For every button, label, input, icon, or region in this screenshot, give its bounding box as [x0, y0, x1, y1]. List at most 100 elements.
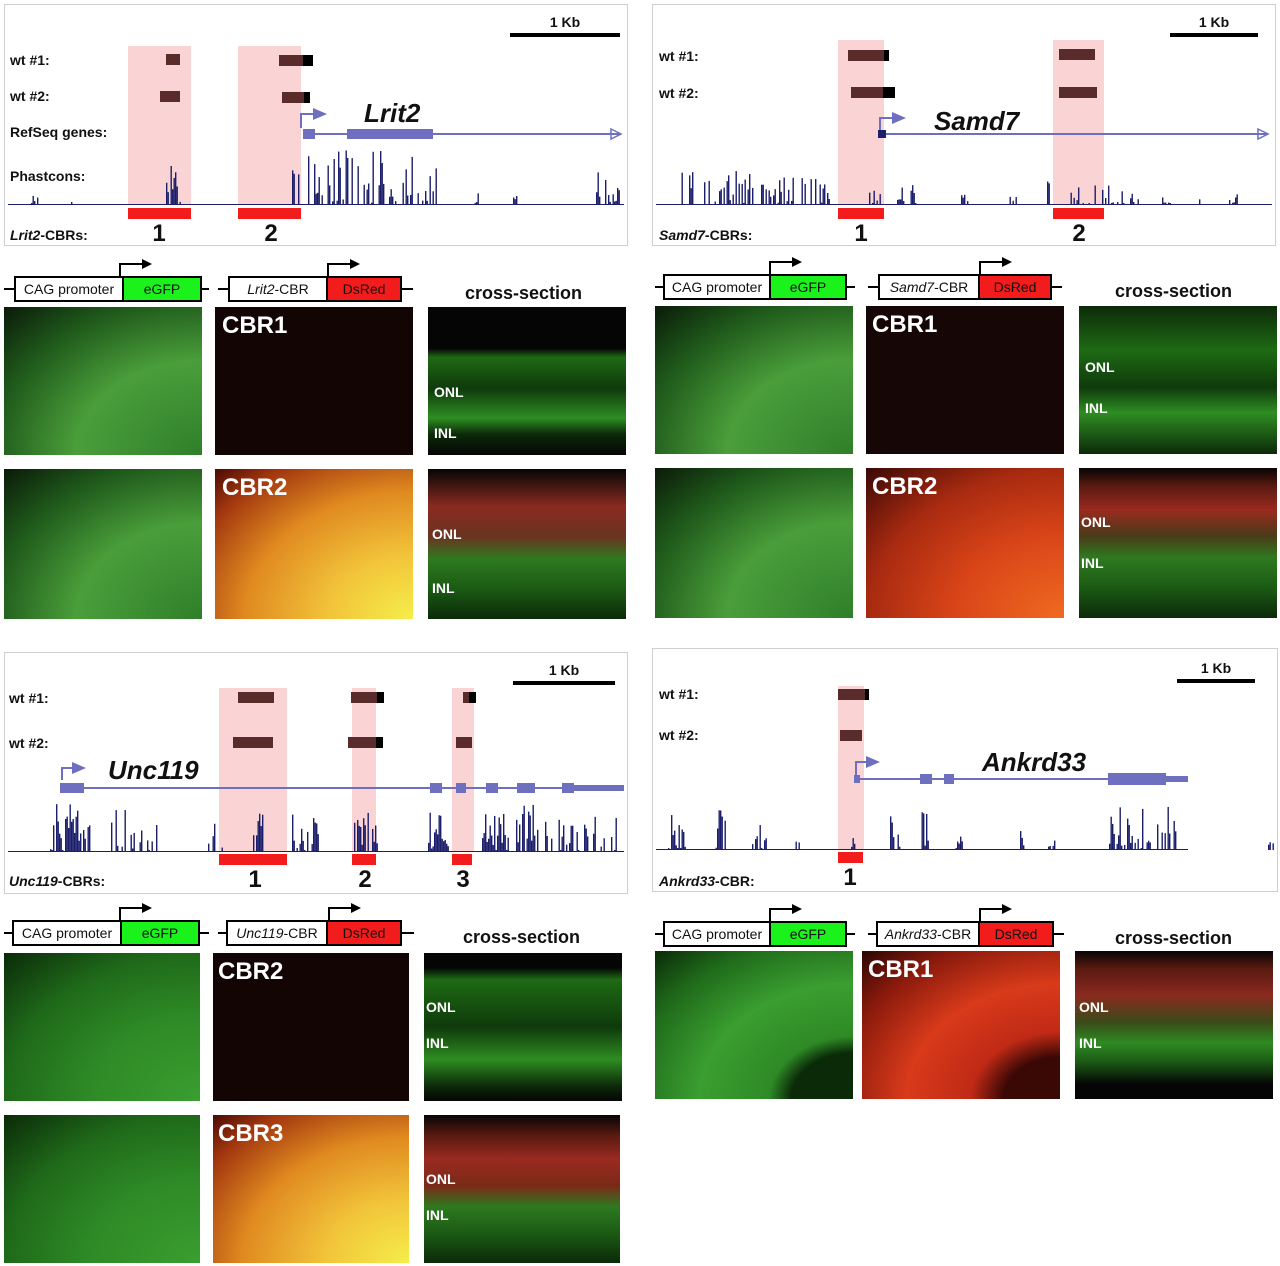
- promoter-arrow-icon: [327, 259, 360, 276]
- conservation-spike: [1233, 202, 1235, 205]
- conservation-spike: [719, 191, 721, 205]
- promoter-arrow-icon: [119, 903, 152, 920]
- cross-section-image: [428, 307, 626, 455]
- conservation-spike: [689, 175, 691, 205]
- conservation-spike: [792, 177, 794, 205]
- conservation-spike: [71, 821, 73, 852]
- cbr-image-label: CBR1: [222, 312, 288, 339]
- wt1-label: wt #1:: [10, 52, 50, 68]
- conservation-spike: [372, 151, 374, 205]
- conservation-spike: [440, 815, 442, 852]
- construct-cbr-dsred: Ankrd33-CBR DsRed: [868, 921, 1064, 947]
- conservation-spike: [333, 159, 335, 205]
- wt2-label: wt #2:: [10, 88, 50, 104]
- conservation-spike: [336, 200, 338, 205]
- conservation-spike: [172, 189, 174, 205]
- cbr-bar: [838, 852, 863, 863]
- conservation-spike: [429, 812, 431, 852]
- conservation-spike: [1236, 194, 1238, 205]
- conservation-spike: [1128, 825, 1130, 850]
- highlight-region: [1053, 40, 1104, 204]
- cbr-number: 1: [248, 866, 262, 893]
- promoter-arrow-icon: [119, 259, 152, 276]
- inl-label: INL: [1085, 400, 1108, 416]
- conservation-spike: [292, 170, 294, 205]
- conservation-spike: [296, 848, 298, 852]
- conservation-spike: [821, 202, 823, 205]
- conservation-spike: [476, 202, 478, 205]
- conservation-spike: [376, 843, 378, 852]
- conservation-spike: [1175, 831, 1177, 850]
- conservation-spike: [69, 804, 71, 852]
- egfp-box: eGFP: [120, 920, 200, 946]
- cbr-bar: [1053, 208, 1104, 219]
- conservation-spike: [1146, 842, 1148, 850]
- conservation-spike: [674, 830, 676, 850]
- conservation-spike: [257, 821, 259, 852]
- conservation-track-c: [681, 171, 1238, 205]
- conservation-spike: [728, 175, 730, 205]
- track-box-c: [652, 4, 1276, 246]
- dsred-whole-mount-image: [866, 468, 1064, 618]
- phastcons-label: Phastcons:: [10, 168, 86, 184]
- conservation-spike: [1169, 833, 1171, 850]
- conservation-spike: [392, 196, 394, 205]
- scale-bar-d: [1177, 679, 1255, 683]
- conservation-spike: [77, 810, 79, 852]
- conservation-spike: [1023, 845, 1025, 850]
- cbr-number: 2: [264, 220, 278, 247]
- conservation-spike: [597, 172, 599, 205]
- conservation-spike: [815, 179, 817, 205]
- conservation-spike: [1134, 842, 1136, 850]
- conservation-spike: [1049, 845, 1051, 850]
- highlight-region: [128, 46, 191, 204]
- dsred-box: DsRed: [978, 274, 1052, 300]
- conservation-spike: [367, 812, 369, 852]
- conservation-spike: [32, 195, 34, 205]
- conservation-spike: [961, 841, 963, 850]
- conservation-spike: [901, 187, 903, 205]
- conservation-spike: [900, 199, 902, 205]
- conservation-spike: [316, 823, 318, 852]
- conservation-spike: [584, 824, 586, 852]
- conservation-spike: [545, 821, 547, 852]
- conservation-spike: [1021, 837, 1023, 850]
- conservation-spike: [347, 157, 349, 205]
- conservation-spike: [117, 845, 119, 852]
- conservation-spike: [593, 833, 595, 852]
- conservation-spike: [1112, 202, 1114, 205]
- conservation-spike: [179, 201, 181, 205]
- cbr-box: Lrit2-CBR: [228, 276, 328, 302]
- conservation-spike: [1112, 823, 1114, 850]
- conservation-spike: [1137, 199, 1139, 205]
- conservation-spike: [891, 822, 893, 850]
- conservation-spike: [483, 832, 485, 852]
- conservation-spike: [1137, 838, 1139, 850]
- conservation-spike: [317, 192, 319, 205]
- conservation-spike: [786, 201, 788, 205]
- conservation-spike: [434, 832, 436, 852]
- conservation-spike: [1052, 845, 1054, 850]
- conservation-spike: [358, 825, 360, 852]
- conservation-spike: [777, 202, 779, 205]
- gene-name-unc119: Unc119: [108, 755, 199, 785]
- conservation-spike: [1121, 845, 1123, 850]
- conservation-spike: [1048, 846, 1050, 850]
- conservation-spike: [256, 835, 258, 852]
- inl-label: INL: [426, 1207, 449, 1223]
- conservation-spike: [500, 824, 502, 852]
- promoter-arrow-icon: [979, 904, 1012, 921]
- cross-section-image: [1079, 306, 1277, 454]
- egfp-box: eGFP: [122, 276, 202, 302]
- conservation-spike: [477, 193, 479, 205]
- conservation-spike: [56, 804, 58, 852]
- conservation-spike: [912, 185, 914, 205]
- onl-label: ONL: [1085, 359, 1115, 375]
- wt-peak-cap: [376, 737, 383, 748]
- conservation-spike: [1113, 833, 1115, 850]
- conservation-spike: [66, 816, 68, 852]
- conservation-spike: [121, 846, 123, 852]
- conservation-spike: [749, 174, 751, 205]
- gene-model-ankrd33: [854, 756, 1188, 785]
- conservation-spike: [89, 825, 91, 852]
